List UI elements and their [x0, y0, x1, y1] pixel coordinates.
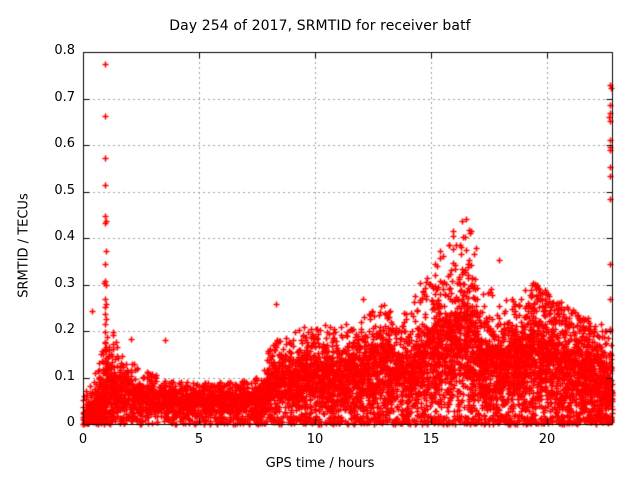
y-tick-label: 0.3: [54, 275, 75, 291]
x-tick-label: 20: [538, 432, 556, 447]
x-tick-label: 0: [78, 432, 88, 447]
y-tick-label: 0.7: [54, 89, 75, 105]
y-tick-label: 0.2: [54, 322, 75, 337]
y-tick-label: 0: [66, 415, 75, 430]
y-tick-label: 0.8: [54, 43, 75, 58]
y-tick-label: 0.6: [54, 136, 75, 151]
y-tick-label: 0.4: [54, 229, 75, 244]
x-tick-label: 5: [194, 432, 204, 447]
y-tick-label: 0.1: [54, 368, 75, 384]
x-tick-label: 15: [422, 432, 440, 447]
y-tick-label: 0.5: [54, 182, 75, 198]
x-tick-label: 10: [306, 432, 324, 447]
